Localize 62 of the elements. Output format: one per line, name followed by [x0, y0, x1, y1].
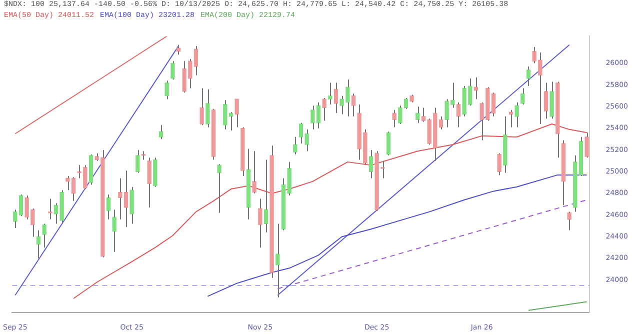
candlestick: [106, 194, 111, 220]
candlestick: [556, 81, 560, 158]
candlestick: [438, 116, 444, 130]
candlestick: [13, 209, 18, 229]
candlestick: [170, 60, 175, 80]
candlestick: [497, 152, 502, 176]
candlestick: [200, 88, 204, 126]
candlestick: [136, 150, 140, 174]
candlestick: [520, 88, 525, 105]
candlestick: [550, 81, 554, 120]
candlestick: [322, 97, 326, 122]
candlestick: [368, 150, 374, 179]
candlestick: [456, 102, 461, 128]
candlestick: [118, 178, 122, 220]
candlestick: [293, 136, 298, 155]
candlestick: [404, 97, 408, 110]
candlestick: [392, 109, 396, 128]
candlestick: [158, 124, 164, 140]
candlestick: [526, 66, 531, 87]
candlestick: [164, 80, 169, 100]
candlestick: [147, 157, 152, 208]
candlestick: [194, 45, 198, 76]
candlestick: [124, 170, 128, 228]
candlestick: [217, 164, 222, 214]
candlestick: [258, 198, 262, 248]
candlestick: [270, 145, 274, 278]
candlestick: [410, 94, 414, 103]
candlestick: [141, 150, 146, 160]
candlestick: [240, 126, 245, 177]
candlestick: [561, 140, 566, 206]
candlestick: [153, 157, 158, 188]
candlestick: [584, 132, 589, 158]
candlestick: [211, 108, 216, 160]
candlestick: [42, 223, 46, 248]
candlestick: [71, 176, 76, 202]
candlestick: [310, 105, 315, 130]
candlestick: [416, 106, 420, 124]
candlestick: [503, 116, 508, 174]
candlestick: [252, 150, 256, 194]
candlestick: [491, 92, 496, 117]
candlestick: [246, 148, 251, 220]
candlestick: [316, 102, 321, 129]
candlestick: [66, 176, 70, 191]
candlestick: [544, 82, 548, 120]
candlestick: [328, 82, 332, 105]
candlestick: [567, 211, 572, 231]
candlestick: [573, 154, 578, 212]
candlestick: [223, 100, 228, 130]
candlestick: [351, 93, 356, 117]
candlestick: [206, 88, 210, 128]
candlestick: [398, 105, 402, 124]
candlestick: [514, 102, 519, 128]
candlestick: [334, 82, 338, 114]
candlestick: [264, 159, 268, 233]
candlestick: [36, 230, 41, 259]
candlestick: [276, 223, 280, 298]
candlestick: [578, 136, 584, 177]
candlestick: [130, 186, 134, 224]
candlestick: [508, 109, 514, 128]
candlestick: [88, 154, 94, 186]
candlestick: [234, 98, 239, 128]
candlestick: [112, 209, 116, 252]
